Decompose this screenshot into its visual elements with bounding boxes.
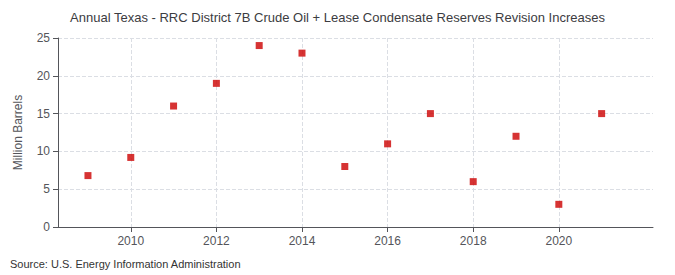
svg-text:15: 15	[37, 107, 51, 121]
svg-text:2016: 2016	[374, 234, 401, 248]
svg-text:2012: 2012	[203, 234, 230, 248]
svg-text:Source: U.S. Energy Informatio: Source: U.S. Energy Information Administ…	[10, 258, 241, 270]
svg-text:25: 25	[37, 31, 51, 45]
svg-text:2014: 2014	[289, 234, 316, 248]
svg-text:2020: 2020	[545, 234, 572, 248]
svg-text:0: 0	[43, 220, 50, 234]
svg-text:Million Barrels: Million Barrels	[11, 95, 25, 170]
svg-text:20: 20	[37, 69, 51, 83]
svg-text:10: 10	[37, 144, 51, 158]
svg-text:2010: 2010	[117, 234, 144, 248]
svg-text:Annual Texas - RRC District 7B: Annual Texas - RRC District 7B Crude Oil…	[70, 10, 605, 25]
svg-text:5: 5	[43, 182, 50, 196]
svg-text:2018: 2018	[460, 234, 487, 248]
